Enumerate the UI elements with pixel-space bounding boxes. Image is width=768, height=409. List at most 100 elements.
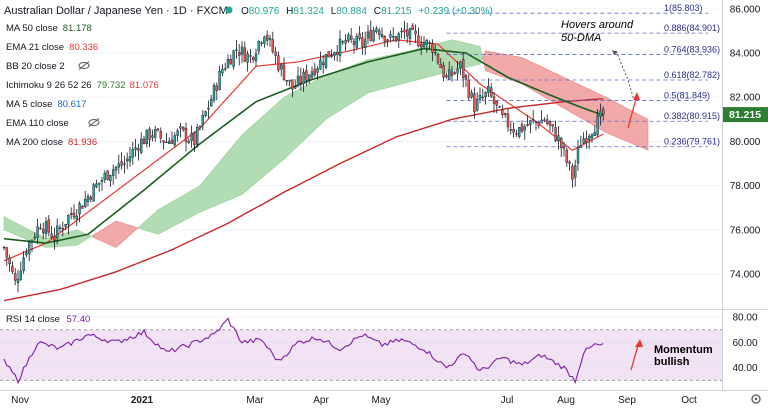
market-status-icon	[225, 6, 233, 14]
rsi-legend[interactable]: RSI 14 close 57.40	[6, 314, 90, 325]
candle-body	[187, 141, 191, 143]
candle	[243, 41, 247, 62]
candle-body	[324, 53, 328, 68]
price-axis-tick: 84.000	[730, 49, 761, 60]
candle-body	[218, 70, 221, 91]
candle	[593, 125, 596, 136]
candle	[131, 141, 135, 165]
candle	[428, 40, 431, 50]
candle-body	[534, 121, 538, 123]
candle-body	[347, 34, 350, 42]
time-axis[interactable]: Nov 2021 Mar Apr May Jul Aug Sep Oct	[11, 395, 697, 406]
symbol-title: Australian Dollar / Japanese Yen · 1D · …	[4, 5, 228, 17]
candle	[464, 73, 468, 87]
candle	[585, 130, 588, 149]
candle	[277, 51, 280, 73]
candle-body	[341, 41, 344, 43]
candle	[223, 62, 227, 72]
candle-body	[350, 35, 353, 40]
candle-body	[576, 147, 580, 164]
time-axis-tick: Oct	[681, 395, 697, 406]
candle	[229, 54, 233, 65]
candle-body	[313, 68, 316, 76]
rsi-axis[interactable]: 80.00 60.00 40.00	[732, 313, 757, 375]
candle	[69, 207, 73, 220]
candle-body	[327, 51, 330, 58]
candle-body	[198, 126, 202, 128]
candle-body	[212, 84, 216, 101]
momentum-line1: Momentum	[654, 344, 713, 356]
candle-body	[226, 59, 230, 68]
candle-body	[456, 68, 459, 74]
candle	[453, 71, 456, 76]
candle	[142, 135, 146, 145]
candle	[215, 82, 219, 101]
candle	[487, 78, 490, 98]
candle	[590, 133, 594, 143]
visibility-hidden-icon[interactable]	[88, 118, 100, 127]
candle	[16, 269, 20, 293]
candle-body	[72, 212, 76, 218]
candle	[397, 31, 400, 49]
candle-body	[369, 30, 372, 41]
candle-body	[42, 229, 45, 234]
candle-body	[473, 93, 476, 112]
candle	[184, 122, 188, 152]
candle	[562, 142, 566, 157]
candle	[13, 267, 17, 286]
candle	[274, 47, 277, 65]
candle	[251, 56, 255, 63]
candle	[109, 174, 112, 187]
candle	[380, 27, 384, 39]
candle-body	[195, 127, 199, 145]
candle-body	[322, 62, 325, 66]
candle-body	[223, 68, 227, 70]
candle-body	[50, 233, 53, 238]
candle	[86, 193, 90, 207]
candle	[596, 108, 599, 137]
candle	[501, 104, 504, 118]
candle	[100, 176, 104, 191]
candle-body	[484, 92, 487, 98]
candle	[319, 51, 322, 71]
candle-body	[386, 39, 389, 42]
candle	[95, 179, 98, 189]
candle-body	[266, 34, 269, 41]
price-axis[interactable]: 86.000 84.000 82.000 80.000 78.000 76.000 74.0…	[730, 4, 761, 280]
svg-text:81.215: 81.215	[729, 109, 761, 121]
candle-body	[490, 87, 493, 97]
candle-body	[13, 273, 17, 281]
candle	[406, 22, 409, 44]
candle	[190, 125, 193, 148]
candle-body	[467, 80, 470, 98]
candle	[484, 91, 487, 105]
candle	[366, 25, 370, 45]
candle	[386, 39, 389, 48]
candle-body	[336, 51, 339, 55]
candle-body	[75, 215, 79, 220]
candle-body	[243, 47, 247, 62]
candle-body	[117, 163, 121, 168]
candle	[83, 190, 87, 209]
candle-body	[64, 223, 67, 227]
candle	[350, 27, 353, 44]
candle	[22, 250, 25, 274]
candle-body	[128, 156, 132, 162]
visibility-hidden-icon[interactable]	[78, 61, 90, 70]
candle-body	[599, 110, 602, 117]
fib-level-label: 0.5(81.849)	[664, 91, 710, 101]
eye-icon-slash	[78, 61, 90, 70]
candle	[97, 182, 101, 192]
candle-body	[221, 68, 224, 74]
hover-arrow	[615, 50, 635, 101]
candle	[56, 218, 59, 245]
candle-body	[263, 36, 266, 44]
candle-body	[529, 120, 532, 125]
candle	[120, 152, 123, 170]
candle	[565, 147, 568, 167]
settings-gear-icon[interactable]	[751, 394, 761, 404]
candle-body	[134, 147, 137, 150]
candle-body	[380, 34, 384, 37]
candle	[434, 44, 437, 56]
